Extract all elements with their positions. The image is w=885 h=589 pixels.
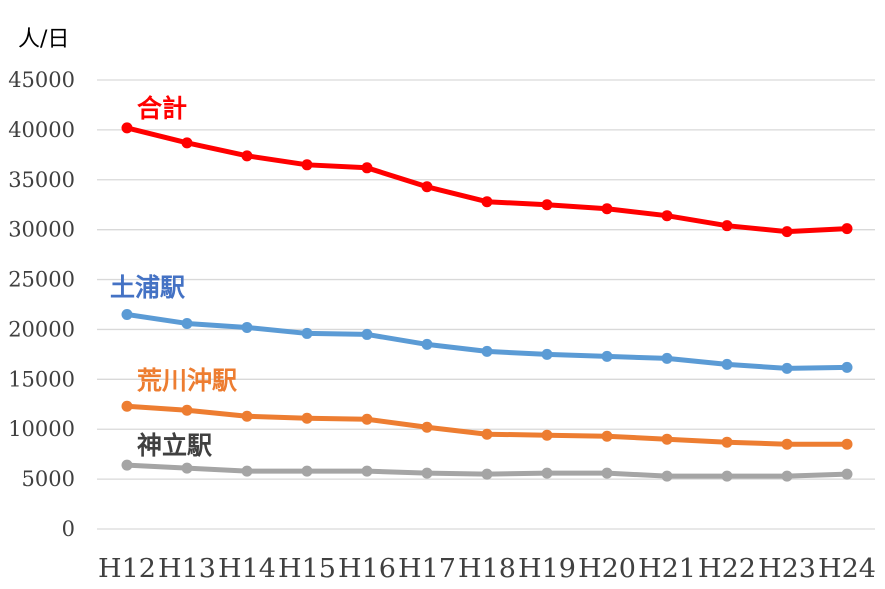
y-tick-label: 30000 — [8, 218, 75, 242]
data-point — [721, 358, 733, 370]
data-point — [781, 226, 793, 238]
data-point — [541, 348, 553, 360]
y-axis-unit-label: 人/日 — [18, 27, 69, 52]
data-point — [481, 196, 493, 208]
data-point — [181, 137, 193, 149]
data-point — [181, 404, 193, 416]
data-point — [601, 430, 613, 442]
data-point — [661, 210, 673, 222]
data-point — [541, 467, 553, 479]
series-3 — [121, 459, 853, 482]
data-point — [121, 459, 133, 471]
x-tick-label: H20 — [578, 554, 636, 584]
data-point — [841, 223, 853, 235]
data-point — [841, 361, 853, 373]
x-tick-label: H23 — [758, 554, 816, 584]
data-point — [121, 122, 133, 134]
series-label: 神立駅 — [137, 431, 212, 460]
data-point — [301, 159, 313, 171]
data-point — [301, 327, 313, 339]
data-point — [661, 470, 673, 482]
x-tick-label: H12 — [98, 554, 156, 584]
data-point — [241, 150, 253, 162]
series-line — [124, 311, 850, 371]
series-label: 荒川沖駅 — [137, 366, 237, 395]
data-point — [181, 462, 193, 474]
x-tick-label: H16 — [338, 554, 396, 584]
data-point — [721, 436, 733, 448]
data-point — [241, 465, 253, 477]
gridlines — [97, 79, 875, 530]
data-point — [601, 350, 613, 362]
x-tick-label: H22 — [698, 554, 756, 584]
data-point — [361, 162, 373, 174]
data-point — [661, 433, 673, 445]
y-tick-label: 5000 — [22, 467, 75, 491]
data-point — [541, 199, 553, 211]
series-lines — [121, 122, 853, 482]
data-point — [601, 467, 613, 479]
x-tick-label: H13 — [158, 554, 216, 584]
data-point — [301, 465, 313, 477]
data-point — [661, 352, 673, 364]
data-point — [181, 317, 193, 329]
data-point — [721, 220, 733, 232]
data-point — [481, 428, 493, 440]
data-point — [481, 345, 493, 357]
data-point — [601, 203, 613, 215]
data-point — [361, 328, 373, 340]
x-tick-label: H19 — [518, 554, 576, 584]
x-tick-label: H21 — [638, 554, 696, 584]
data-point — [841, 468, 853, 480]
series-2 — [121, 400, 853, 450]
data-point — [301, 412, 313, 424]
y-axis-tick-labels: 0 5000 10000 15000 20000 25000 30000 35000 40000… — [8, 68, 75, 541]
data-point — [241, 321, 253, 333]
data-point — [121, 400, 133, 412]
x-tick-label: H18 — [458, 554, 516, 584]
x-tick-label: H15 — [278, 554, 336, 584]
data-point — [421, 181, 433, 193]
x-tick-label: H14 — [218, 554, 276, 584]
y-tick-label: 35000 — [8, 168, 75, 192]
y-tick-label: 40000 — [8, 118, 75, 142]
series-label: 合計 — [137, 94, 187, 123]
y-tick-label: 20000 — [8, 317, 75, 341]
data-point — [421, 338, 433, 350]
y-tick-label: 15000 — [8, 367, 75, 391]
data-point — [781, 362, 793, 374]
data-point — [361, 413, 373, 425]
data-point — [241, 410, 253, 422]
y-tick-label: 25000 — [8, 268, 75, 292]
y-tick-label: 0 — [62, 517, 75, 541]
data-point — [781, 438, 793, 450]
data-point — [541, 429, 553, 441]
data-point — [721, 470, 733, 482]
data-point — [121, 308, 133, 320]
x-tick-label: H24 — [818, 554, 876, 584]
series-1 — [121, 308, 853, 374]
x-tick-label: H17 — [398, 554, 456, 584]
data-point — [361, 465, 373, 477]
series-label: 土浦駅 — [110, 273, 185, 302]
data-point — [421, 467, 433, 479]
data-point — [481, 468, 493, 480]
y-tick-label: 10000 — [8, 417, 75, 441]
data-point — [841, 438, 853, 450]
data-point — [781, 470, 793, 482]
x-axis-tick-labels: H12 H13 H14 H15 H16 H17 H18 H19 H20 H21 H22 H23 H24 — [98, 554, 876, 584]
series-0 — [121, 122, 853, 238]
data-point — [421, 421, 433, 433]
y-tick-label: 45000 — [8, 68, 75, 92]
